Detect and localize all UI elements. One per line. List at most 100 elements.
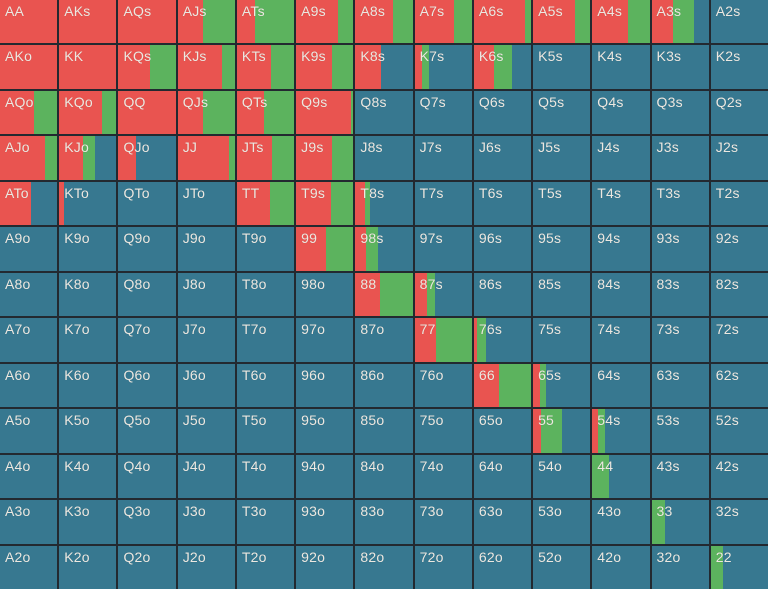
cell-AA[interactable]: AA (0, 0, 58, 44)
cell-Q2s[interactable]: Q2s (710, 90, 768, 135)
cell-AKo[interactable]: AKo (0, 45, 58, 89)
cell-JTo[interactable]: JTo (177, 181, 235, 226)
cell-K5s[interactable]: K5s (533, 45, 591, 89)
cell-JTs[interactable]: JTs (236, 136, 295, 180)
cell-Q5o[interactable]: Q5o (118, 409, 176, 453)
cell-Q9o[interactable]: Q9o (118, 227, 176, 271)
cell-QJs[interactable]: QJs (177, 90, 235, 135)
cell-A8s[interactable]: A8s (355, 0, 413, 44)
cell-ATs[interactable]: ATs (236, 0, 295, 44)
cell-86s[interactable]: 86s (473, 272, 532, 317)
cell-K5o[interactable]: K5o (59, 409, 117, 453)
cell-43s[interactable]: 43s (651, 454, 709, 499)
cell-J9s[interactable]: J9s (296, 136, 354, 180)
cell-JJ[interactable]: JJ (177, 136, 235, 180)
cell-AQo[interactable]: AQo (0, 90, 58, 135)
cell-ATo[interactable]: ATo (0, 181, 58, 226)
cell-Q5s[interactable]: Q5s (533, 90, 591, 135)
cell-92s[interactable]: 92s (710, 227, 768, 271)
cell-K8s[interactable]: K8s (355, 45, 413, 89)
cell-76o[interactable]: 76o (414, 363, 472, 408)
cell-KQo[interactable]: KQo (59, 90, 117, 135)
cell-J3s[interactable]: J3s (651, 136, 709, 180)
cell-A3o[interactable]: A3o (0, 500, 58, 544)
cell-99[interactable]: 99 (296, 227, 354, 271)
cell-73s[interactable]: 73s (651, 318, 709, 362)
cell-Q9s[interactable]: Q9s (296, 90, 354, 135)
cell-K7s[interactable]: K7s (414, 45, 472, 89)
cell-KTs[interactable]: KTs (236, 45, 295, 89)
cell-T6o[interactable]: T6o (236, 363, 295, 408)
cell-A2o[interactable]: A2o (0, 545, 58, 589)
cell-53s[interactable]: 53s (651, 409, 709, 453)
cell-Q4o[interactable]: Q4o (118, 454, 176, 499)
cell-QJo[interactable]: QJo (118, 136, 176, 180)
cell-83o[interactable]: 83o (355, 500, 413, 544)
cell-J6o[interactable]: J6o (177, 363, 235, 408)
cell-K3s[interactable]: K3s (651, 45, 709, 89)
cell-KJo[interactable]: KJo (59, 136, 117, 180)
cell-KTo[interactable]: KTo (59, 181, 117, 226)
cell-Q4s[interactable]: Q4s (592, 90, 650, 135)
cell-66[interactable]: 66 (473, 363, 532, 408)
cell-82s[interactable]: 82s (710, 272, 768, 317)
cell-Q3s[interactable]: Q3s (651, 90, 709, 135)
cell-T8s[interactable]: T8s (355, 181, 413, 226)
cell-AQs[interactable]: AQs (118, 0, 176, 44)
cell-AKs[interactable]: AKs (59, 0, 117, 44)
cell-KQs[interactable]: KQs (118, 45, 176, 89)
cell-62o[interactable]: 62o (473, 545, 532, 589)
cell-96s[interactable]: 96s (473, 227, 532, 271)
cell-J8s[interactable]: J8s (355, 136, 413, 180)
cell-53o[interactable]: 53o (533, 500, 591, 544)
cell-87o[interactable]: 87o (355, 318, 413, 362)
cell-A7s[interactable]: A7s (414, 0, 472, 44)
cell-87s[interactable]: 87s (414, 272, 472, 317)
cell-A9s[interactable]: A9s (296, 0, 354, 44)
cell-Q6s[interactable]: Q6s (473, 90, 532, 135)
cell-Q7o[interactable]: Q7o (118, 318, 176, 362)
cell-85s[interactable]: 85s (533, 272, 591, 317)
cell-74o[interactable]: 74o (414, 454, 472, 499)
cell-Q6o[interactable]: Q6o (118, 363, 176, 408)
cell-T2o[interactable]: T2o (236, 545, 295, 589)
cell-Q8s[interactable]: Q8s (355, 90, 413, 135)
cell-QQ[interactable]: QQ (118, 90, 176, 135)
cell-J7s[interactable]: J7s (414, 136, 472, 180)
cell-72s[interactable]: 72s (710, 318, 768, 362)
cell-32s[interactable]: 32s (710, 500, 768, 544)
cell-T2s[interactable]: T2s (710, 181, 768, 226)
cell-A4s[interactable]: A4s (592, 0, 650, 44)
cell-65o[interactable]: 65o (473, 409, 532, 453)
cell-K3o[interactable]: K3o (59, 500, 117, 544)
cell-A6s[interactable]: A6s (473, 0, 532, 44)
cell-72o[interactable]: 72o (414, 545, 472, 589)
cell-A5s[interactable]: A5s (533, 0, 591, 44)
cell-52o[interactable]: 52o (533, 545, 591, 589)
cell-J9o[interactable]: J9o (177, 227, 235, 271)
cell-T5s[interactable]: T5s (533, 181, 591, 226)
cell-K4s[interactable]: K4s (592, 45, 650, 89)
cell-44[interactable]: 44 (592, 454, 650, 499)
cell-T8o[interactable]: T8o (236, 272, 295, 317)
cell-94s[interactable]: 94s (592, 227, 650, 271)
cell-A3s[interactable]: A3s (651, 0, 709, 44)
cell-A4o[interactable]: A4o (0, 454, 58, 499)
cell-96o[interactable]: 96o (296, 363, 354, 408)
cell-A7o[interactable]: A7o (0, 318, 58, 362)
cell-94o[interactable]: 94o (296, 454, 354, 499)
cell-75o[interactable]: 75o (414, 409, 472, 453)
cell-KK[interactable]: KK (59, 45, 117, 89)
cell-63o[interactable]: 63o (473, 500, 532, 544)
cell-22[interactable]: 22 (710, 545, 768, 589)
cell-T7o[interactable]: T7o (236, 318, 295, 362)
cell-T7s[interactable]: T7s (414, 181, 472, 226)
cell-AJs[interactable]: AJs (177, 0, 235, 44)
cell-Q3o[interactable]: Q3o (118, 500, 176, 544)
cell-A8o[interactable]: A8o (0, 272, 58, 317)
cell-J4o[interactable]: J4o (177, 454, 235, 499)
cell-J5o[interactable]: J5o (177, 409, 235, 453)
cell-J3o[interactable]: J3o (177, 500, 235, 544)
cell-T9o[interactable]: T9o (236, 227, 295, 271)
cell-84s[interactable]: 84s (592, 272, 650, 317)
